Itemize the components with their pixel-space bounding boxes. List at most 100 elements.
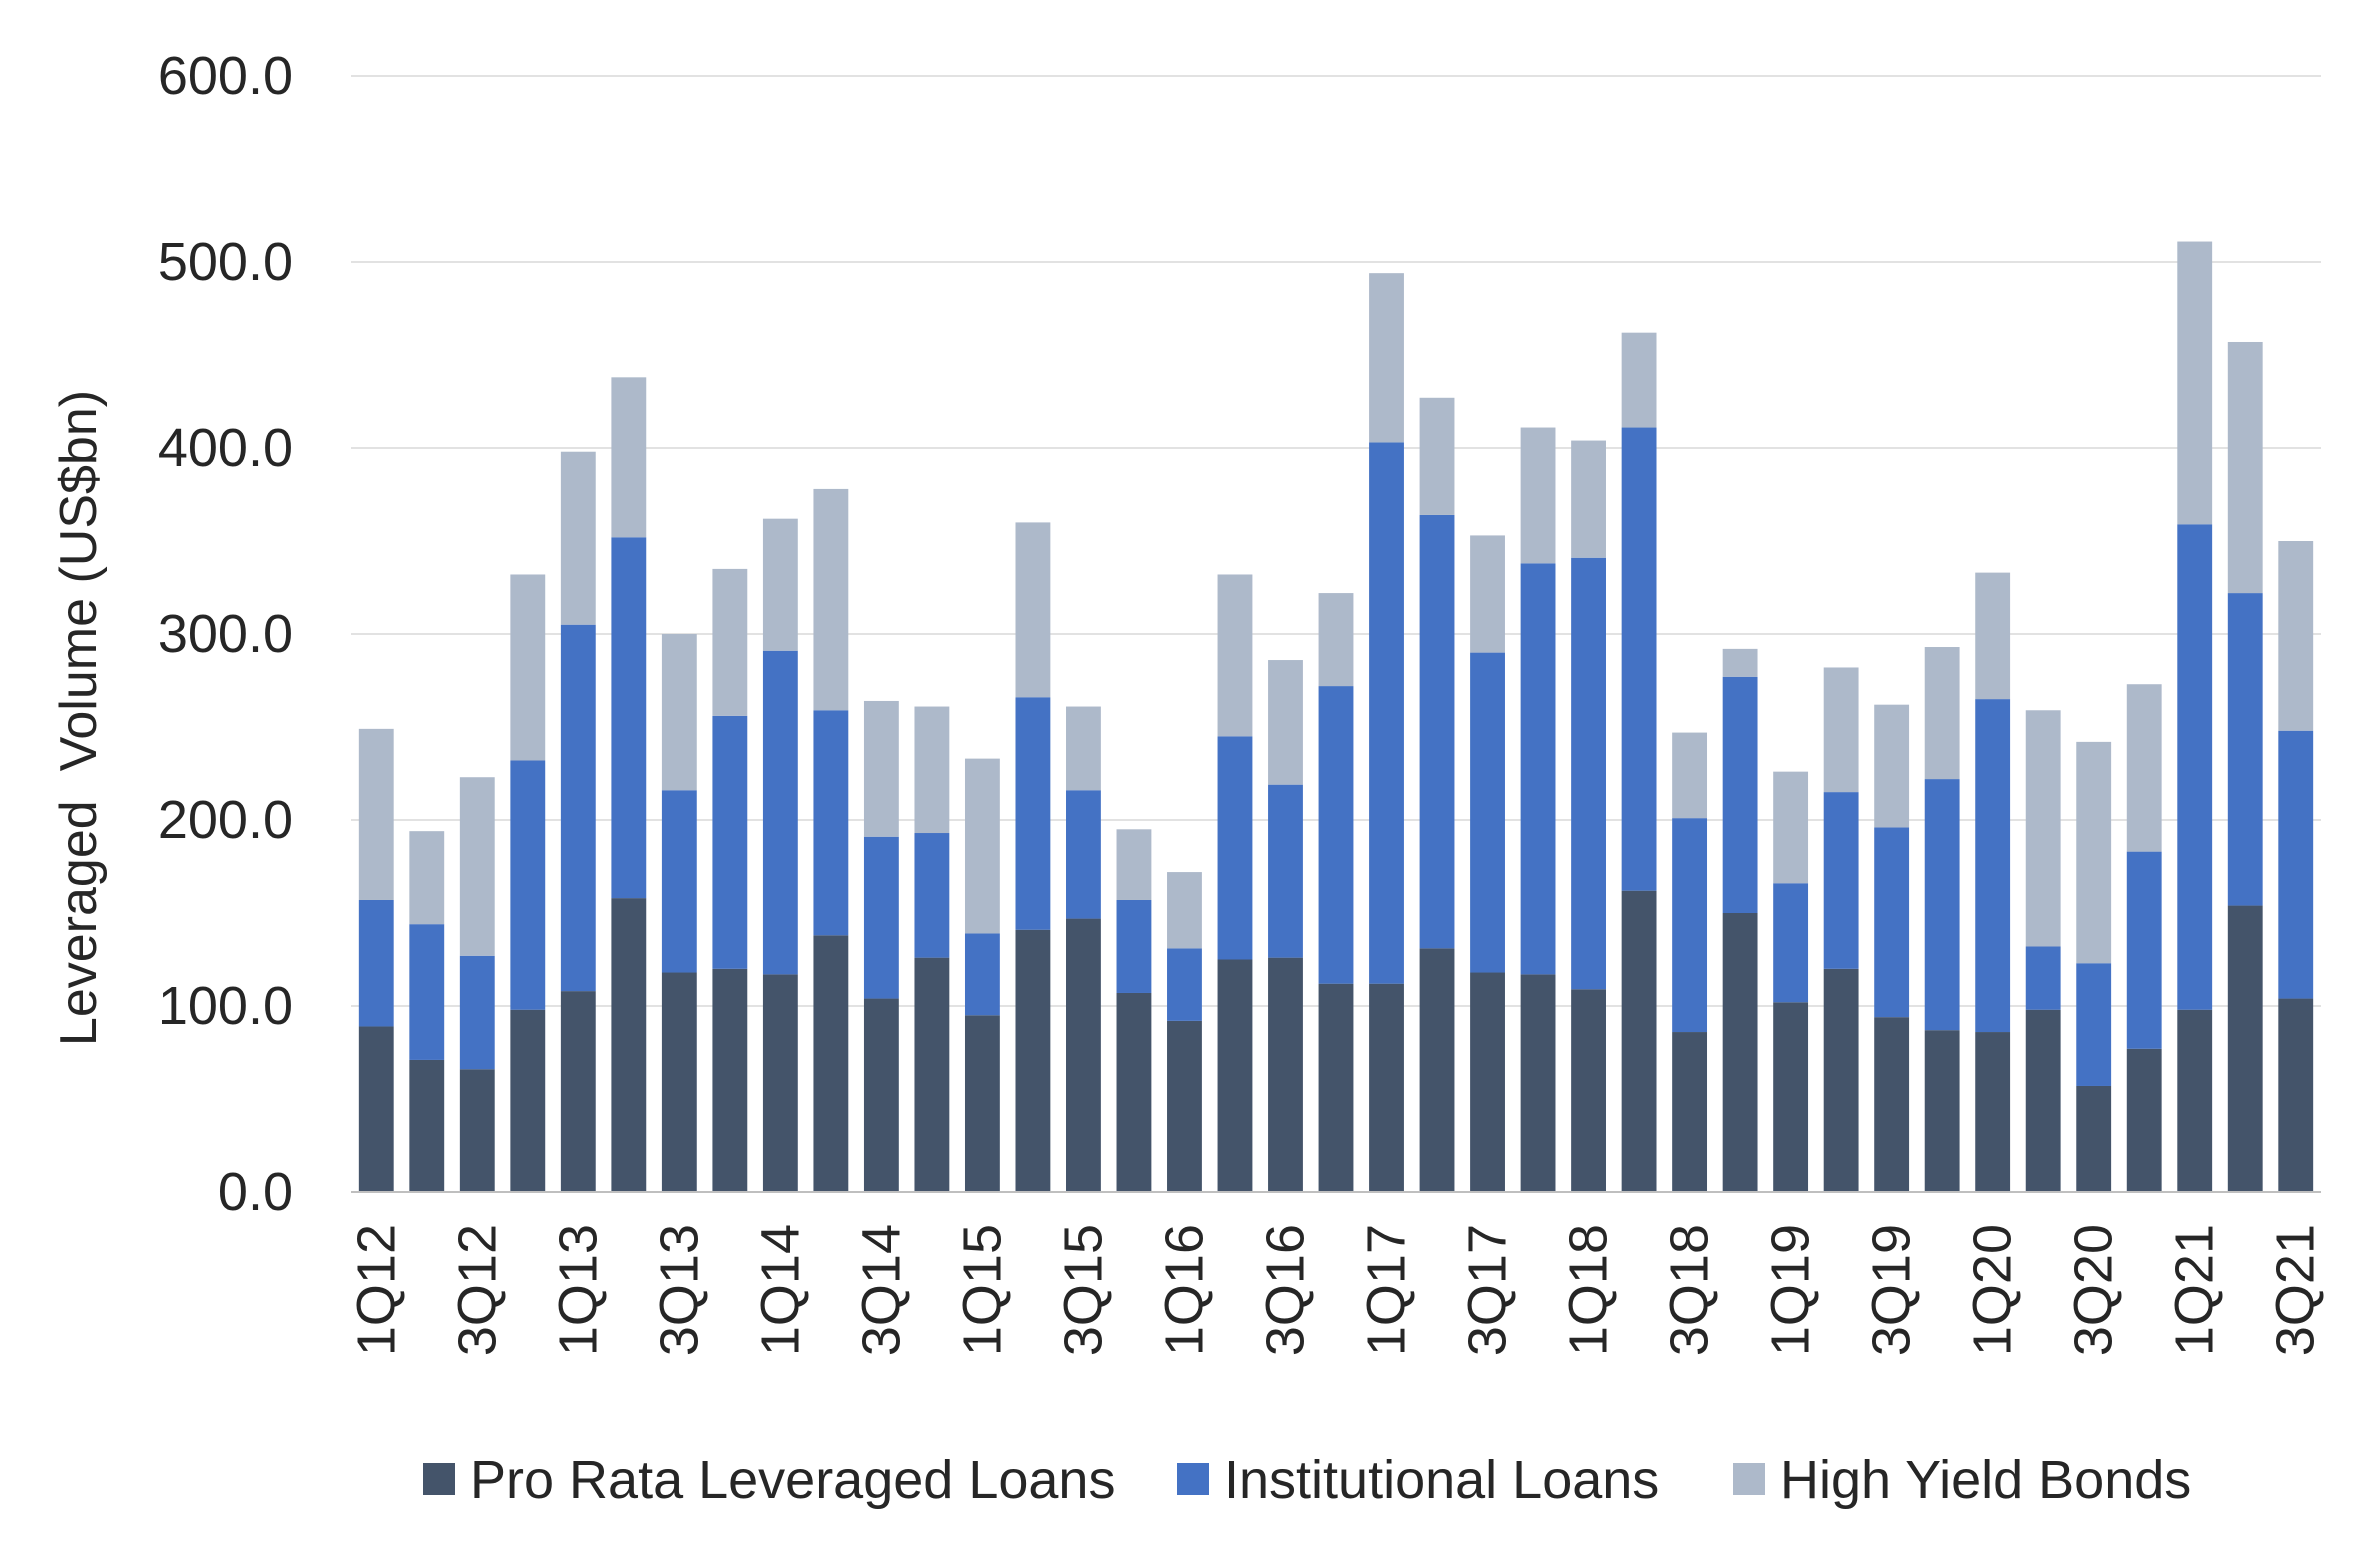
bar-high-yield-bonds-38 [2227,341,2263,594]
x-tick-label: 3Q12 [447,1224,507,1356]
bar-institutional-loans-7 [661,790,697,973]
bar-high-yield-bonds-27 [1672,732,1708,819]
bar-high-yield-bonds-25 [1571,440,1606,558]
bar-high-yield-bonds-29 [1773,771,1809,884]
x-tick-label: 1Q12 [346,1224,406,1356]
x-tick-label: 1Q14 [750,1224,810,1356]
bar-pro-rata-leveraged-loans-33 [1975,1032,2011,1192]
bar-pro-rata-leveraged-loans-34 [2025,1009,2061,1192]
bar-high-yield-bonds-19 [1268,660,1303,785]
bar-pro-rata-leveraged-loans-26 [1621,890,1657,1192]
bar-institutional-loans-34 [2025,946,2061,1010]
bar-institutional-loans-23 [1470,652,1505,973]
x-tick-label: 3Q17 [1458,1224,1518,1356]
bar-pro-rata-leveraged-loans-39 [2278,998,2314,1192]
y-axis-label: Leveraged Volume (US$bn) [50,390,108,1046]
bar-high-yield-bonds-18 [1217,574,1253,737]
bar-institutional-loans-15 [1066,790,1101,919]
bar-high-yield-bonds-17 [1167,872,1202,949]
bar-high-yield-bonds-1 [358,728,394,900]
bar-high-yield-bonds-9 [762,518,798,651]
x-tick-label: 3Q14 [851,1224,911,1356]
bar-institutional-loans-3 [459,955,495,1070]
bar-high-yield-bonds-2 [409,831,445,925]
bar-pro-rata-leveraged-loans-36 [2126,1048,2162,1192]
bar-pro-rata-leveraged-loans-27 [1672,1032,1708,1192]
x-tick-label: 3Q21 [2266,1224,2326,1356]
bar-institutional-loans-4 [510,760,546,1010]
bar-high-yield-bonds-6 [611,377,647,538]
y-tick-label: 200.0 [158,790,293,850]
bar-institutional-loans-20 [1318,686,1354,984]
bar-high-yield-bonds-4 [510,574,546,761]
bar-pro-rata-leveraged-loans-30 [1823,968,1859,1192]
bar-institutional-loans-16 [1116,899,1152,993]
x-tick-label: 1Q19 [1761,1224,1821,1356]
bar-institutional-loans-39 [2278,730,2314,999]
bar-institutional-loans-19 [1268,784,1303,958]
legend-item-institutional-loans: Institutional Loans [1177,1450,1659,1510]
bar-pro-rata-leveraged-loans-38 [2227,905,2263,1192]
bar-institutional-loans-1 [358,899,394,1027]
y-tick-label: 0.0 [218,1162,293,1222]
bar-pro-rata-leveraged-loans-24 [1520,974,1556,1192]
x-tick-label: 1Q21 [2165,1224,2225,1356]
bar-pro-rata-leveraged-loans-10 [813,935,849,1192]
bar-pro-rata-leveraged-loans-28 [1722,913,1758,1192]
bar-institutional-loans-2 [409,924,445,1060]
y-tick-label: 400.0 [158,418,293,478]
bar-high-yield-bonds-20 [1318,593,1354,687]
bar-high-yield-bonds-32 [1924,647,1960,780]
bar-high-yield-bonds-15 [1066,706,1101,791]
bar-high-yield-bonds-11 [863,700,899,837]
legend-item-high-yield-bonds: High Yield Bonds [1733,1450,2191,1510]
bar-pro-rata-leveraged-loans-2 [409,1059,445,1192]
bar-institutional-loans-36 [2126,851,2162,1049]
bar-institutional-loans-17 [1167,948,1202,1021]
bar-institutional-loans-33 [1975,699,2011,1033]
bar-pro-rata-leveraged-loans-32 [1924,1030,1960,1192]
bar-high-yield-bonds-16 [1116,829,1152,900]
bar-pro-rata-leveraged-loans-31 [1874,1017,1910,1192]
x-tick-label: 1Q15 [952,1224,1012,1356]
bar-pro-rata-leveraged-loans-35 [2076,1085,2112,1192]
bar-institutional-loans-31 [1874,827,1910,1018]
bar-pro-rata-leveraged-loans-12 [914,957,950,1192]
y-tick-label: 100.0 [158,976,293,1036]
bar-pro-rata-leveraged-loans-37 [2177,1009,2213,1192]
bar-pro-rata-leveraged-loans-18 [1217,959,1253,1192]
x-tick-label: 3Q15 [1053,1224,1113,1356]
bar-institutional-loans-12 [914,833,950,958]
bar-institutional-loans-35 [2076,963,2112,1086]
bar-high-yield-bonds-28 [1722,648,1758,677]
bar-high-yield-bonds-7 [661,634,697,791]
bar-pro-rata-leveraged-loans-7 [661,972,697,1192]
bar-pro-rata-leveraged-loans-29 [1773,1002,1809,1192]
bar-pro-rata-leveraged-loans-13 [964,1015,1000,1192]
y-tick-label: 300.0 [158,604,293,664]
bar-institutional-loans-32 [1924,779,1960,1031]
bar-high-yield-bonds-30 [1823,667,1859,793]
bar-pro-rata-leveraged-loans-16 [1116,992,1152,1192]
x-tick-label: 1Q17 [1357,1224,1417,1356]
bar-high-yield-bonds-22 [1419,397,1455,515]
bar-high-yield-bonds-14 [1015,522,1051,698]
x-axis-tick-labels: 1Q12 3Q12 1Q13 3Q13 1Q14 3Q14 1Q15 3Q15 1Q16 3Q16… [346,1224,2325,1356]
bar-institutional-loans-5 [560,624,596,992]
x-tick-label: 1Q18 [1559,1224,1619,1356]
bar-pro-rata-leveraged-loans-25 [1571,989,1606,1192]
bar-pro-rata-leveraged-loans-21 [1369,983,1404,1192]
x-tick-label: 3Q13 [649,1224,709,1356]
bar-high-yield-bonds-8 [712,568,748,716]
bar-institutional-loans-29 [1773,883,1809,1003]
bar-pro-rata-leveraged-loans-1 [358,1026,394,1192]
bar-pro-rata-leveraged-loans-19 [1268,957,1303,1192]
legend-swatch-institutional-loans [1177,1463,1209,1495]
bar-high-yield-bonds-10 [813,488,849,711]
bar-institutional-loans-22 [1419,514,1455,949]
x-tick-label: 3Q18 [1660,1224,1720,1356]
bar-institutional-loans-26 [1621,427,1657,891]
bar-institutional-loans-18 [1217,736,1253,960]
bar-high-yield-bonds-5 [560,451,596,625]
